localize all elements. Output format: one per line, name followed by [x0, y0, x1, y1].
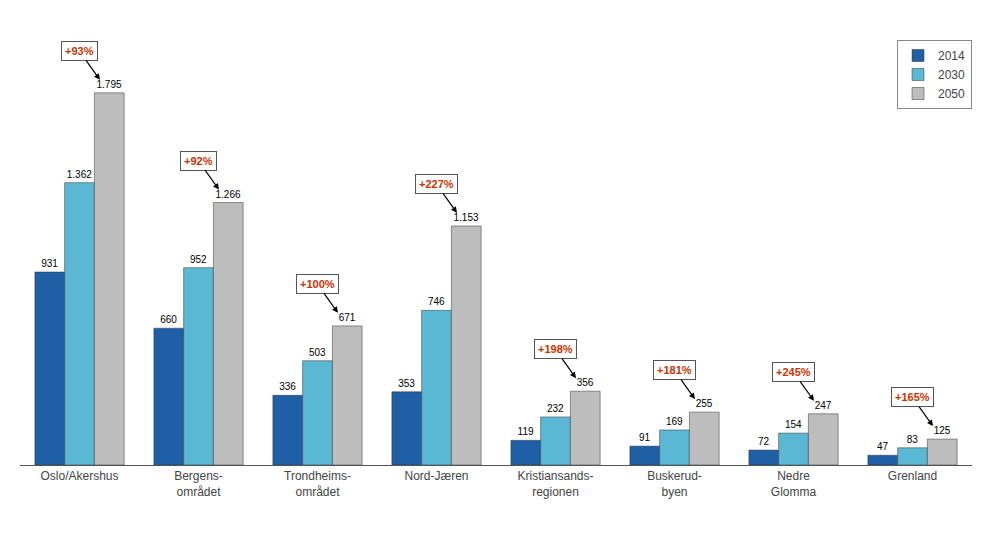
svg-text:1.153: 1.153 — [454, 212, 479, 223]
svg-text:1.362: 1.362 — [67, 169, 92, 180]
svg-text:+198%: +198% — [538, 343, 573, 355]
svg-text:Grenland: Grenland — [888, 469, 937, 483]
svg-text:+100%: +100% — [300, 278, 335, 290]
svg-text:Trondheims-området: Trondheims-området — [284, 469, 351, 499]
svg-text:1.795: 1.795 — [97, 79, 122, 90]
svg-text:125: 125 — [934, 425, 951, 436]
svg-text:NedreGlomma: NedreGlomma — [771, 469, 817, 499]
svg-text:353: 353 — [398, 378, 415, 389]
svg-text:746: 746 — [428, 296, 445, 307]
svg-text:72: 72 — [758, 436, 770, 447]
svg-text:255: 255 — [696, 398, 713, 409]
svg-text:+92%: +92% — [184, 155, 213, 167]
svg-text:Bergens-området: Bergens-området — [174, 469, 223, 499]
svg-text:+181%: +181% — [657, 364, 692, 376]
svg-text:232: 232 — [547, 403, 564, 414]
svg-text:660: 660 — [160, 314, 177, 325]
svg-text:336: 336 — [279, 381, 296, 392]
svg-text:1.266: 1.266 — [216, 189, 241, 200]
svg-text:154: 154 — [785, 419, 802, 430]
svg-text:952: 952 — [190, 254, 207, 265]
svg-text:+227%: +227% — [419, 178, 454, 190]
svg-text:169: 169 — [666, 416, 683, 427]
svg-text:931: 931 — [41, 258, 58, 269]
svg-text:247: 247 — [815, 400, 832, 411]
svg-text:+93%: +93% — [65, 45, 94, 57]
svg-text:356: 356 — [577, 377, 594, 388]
svg-text:Nord-Jæren: Nord-Jæren — [404, 469, 468, 483]
svg-text:+245%: +245% — [776, 366, 811, 378]
svg-text:2014: 2014 — [938, 49, 965, 63]
svg-text:Oslo/Akershus: Oslo/Akershus — [40, 469, 118, 483]
svg-text:83: 83 — [907, 434, 919, 445]
svg-text:2050: 2050 — [938, 87, 965, 101]
svg-text:+165%: +165% — [895, 391, 930, 403]
svg-text:119: 119 — [518, 426, 534, 437]
svg-text:503: 503 — [309, 347, 326, 358]
svg-text:47: 47 — [877, 441, 889, 452]
svg-text:2030: 2030 — [938, 68, 965, 82]
svg-text:Kristiansands-regionen: Kristiansands-regionen — [517, 469, 593, 499]
svg-text:671: 671 — [339, 312, 356, 323]
svg-text:Buskerud-byen: Buskerud-byen — [647, 469, 702, 499]
svg-text:91: 91 — [639, 432, 651, 443]
